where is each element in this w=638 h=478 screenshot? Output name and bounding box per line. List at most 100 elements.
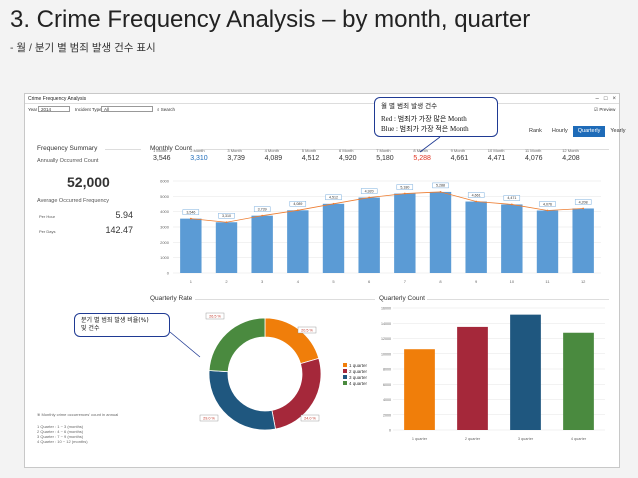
x-tick-label: 2 quarter [465,437,481,441]
trend-point [475,200,478,203]
slice-label: 29.0 % [203,417,215,421]
section-divider [105,149,141,150]
month-cell-value: 4,661 [450,155,469,162]
y-tick-label: 2000 [383,413,391,417]
data-label-box [574,199,592,205]
x-tick-label: 1 [190,279,193,284]
legend-label: 3 quarter [349,374,368,380]
monthly-bar [322,203,345,273]
legend-item: 2 quarter [343,368,367,374]
data-label-box [325,194,342,201]
x-tick-label: 11 [545,279,550,284]
month-cell-value: 5,288 [413,155,431,162]
monthly-count-title: Monthly Count [150,145,192,152]
search-button[interactable]: ⌕ Search [157,106,175,113]
x-tick-label: 2 [225,279,228,284]
quarter-bar [510,314,541,430]
footnote-note: ※ Monthly crime occurrences' count in an… [37,412,119,417]
trend-point [189,217,192,220]
trend-point [368,196,371,199]
preview-label: Preview [599,107,616,112]
bar-data-label: 4,089 [293,202,302,206]
y-tick-label: 5000 [160,194,170,199]
x-tick-label: 8 [439,279,442,284]
bar-data-label: 4,471 [507,196,516,200]
minimize-icon[interactable]: – [595,96,599,102]
data-label-box [396,184,414,190]
month-cell: 6 Month 4,920 [339,148,375,170]
data-label-box [432,182,449,189]
quarter-callout-pointer [169,331,201,358]
trend-point [261,214,264,217]
slide-title: 3. Crime Frequency Analysis – by month, … [10,6,531,33]
quarterly-donut-chart: 20.5 % 26.5 % 29.0 % 24.0 % [199,312,322,431]
y-tick-label: 16000 [381,307,391,311]
bar-data-label: 5,288 [436,184,445,188]
slice-label-box [205,312,225,320]
tab-rank[interactable]: Rank [529,128,542,134]
tab-quarterly[interactable]: Quarterly [572,126,606,137]
trend-point [332,202,335,205]
month-callout-pointer [419,136,441,153]
month-cell: 9 Month 4,661 [451,148,487,170]
preview-toggle[interactable]: ☑ Preview [594,106,615,113]
month-cell-value: 3,546 [153,155,171,162]
checkbox-icon: ☑ [594,107,599,112]
month-cell-label: 1 Month [153,148,168,153]
monthly-trend-line [190,191,584,223]
year-label: Year [28,107,38,112]
x-tick-label: 4 quarter [571,437,587,441]
y-tick-label: 14000 [381,322,391,326]
month-cell-label: 11 Month [525,148,542,153]
y-tick-label: 2000 [160,240,170,245]
y-tick-label: 3000 [160,225,170,230]
y-tick-label: 0 [389,429,391,433]
x-tick-label: 1 quarter [412,437,428,441]
monthly-bar [287,210,309,273]
month-cell: 11 Month 4,076 [525,148,561,170]
y-tick-label: 1000 [160,255,170,260]
year-select[interactable]: 2014 [38,106,70,112]
monthly-bar [215,222,238,273]
quarter-bar [563,332,594,430]
year-value: 2014 [41,107,52,112]
data-label-box [289,201,307,207]
month-cell: 3 Month 3,739 [227,148,263,170]
incident-type-select[interactable]: All [101,106,153,112]
slice-label-box [199,414,219,422]
legend-label: 4 quarter [349,380,368,386]
month-cell-label: 12 Month [562,148,579,153]
quarter-callout-line1: 분기 별 범죄 발생 비율(%) [81,317,149,324]
month-callout-blue: Blue : 범죄가 가장 적은 Month [381,125,469,133]
data-label-box [360,188,378,194]
month-cell-value: 4,076 [525,155,543,162]
month-cell-value: 4,089 [264,155,283,162]
bar-data-label: 4,661 [472,193,481,197]
data-label-box [503,195,521,201]
data-label-box [182,209,200,215]
legend-swatch [343,375,347,379]
x-tick-label: 3 [261,279,264,284]
legend-item: 1 quarter [343,362,367,368]
trend-point [510,203,513,206]
close-icon[interactable]: × [612,96,616,102]
slice-label: 24.0 % [304,417,316,421]
month-cell-value: 4,208 [562,155,580,162]
filter-bar: Year 2014 Incident Type All ⌕ Search ☑ P… [25,105,619,115]
tab-yearly[interactable]: Yearly [610,128,626,134]
month-cell: 8 Month 5,288 [413,148,449,170]
tab-hourly[interactable]: Hourly [551,128,568,134]
quarterly-bar-chart: 0 2000 4000 6000 8000 10000 12000 14000 16000 1 q… [381,307,605,441]
trend-point [439,191,442,193]
y-tick-label: 8000 [383,368,391,372]
legend-label: 1 quarter [349,362,368,368]
incident-type-value: All [104,107,110,112]
legend-item: 3 quarter [343,374,367,380]
bar-data-label: 5,180 [400,185,409,189]
month-cell-value: 3,739 [227,155,245,162]
monthly-bar [394,193,416,273]
bar-data-label: 3,546 [186,210,195,214]
maximize-icon[interactable]: □ [603,96,608,102]
footnote-q1: 1 Quarter : 1 ~ 3 (months) [37,424,84,429]
